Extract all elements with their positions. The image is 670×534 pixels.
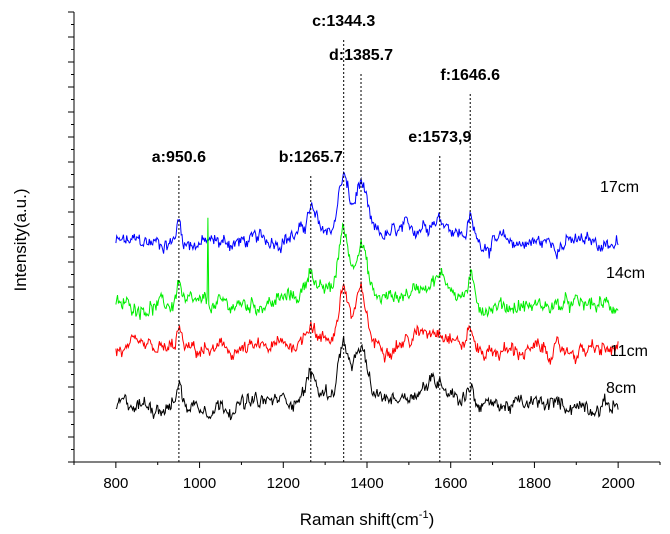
x-tick-label: 1400	[350, 475, 383, 492]
series-layer	[115, 170, 619, 421]
peak-label: b:1265.7	[279, 149, 343, 166]
series-line	[115, 335, 619, 421]
peak-label: f:1646.6	[440, 67, 500, 84]
peak-label: c:1344.3	[312, 13, 375, 30]
series-label: 11cm	[610, 343, 648, 360]
series-line	[115, 217, 619, 320]
x-tick-labels: 800 1000 1200 1400 1600 1800 2000	[103, 475, 634, 492]
peak-label: e:1573,9	[408, 129, 471, 146]
x-tick-label: 800	[103, 475, 128, 492]
series-line	[115, 170, 619, 260]
x-tick-label: 1200	[267, 475, 300, 492]
x-tick-label: 1000	[183, 475, 216, 492]
y-axis-ticks	[68, 11, 74, 463]
peak-guide-lines	[178, 40, 471, 462]
x-tick-label: 1800	[518, 475, 551, 492]
y-axis-title: Intensity(a.u.)	[11, 189, 30, 292]
series-label: 8cm	[606, 380, 636, 397]
series-label: 14cm	[606, 265, 645, 282]
peak-labels: a:950.6 b:1265.7 c:1344.3 d:1385.7 e:1573,9 f…	[152, 13, 500, 166]
peak-label: d:1385.7	[329, 47, 393, 64]
x-axis-ticks	[73, 462, 661, 468]
peak-label: a:950.6	[152, 149, 206, 166]
x-tick-label: 2000	[601, 475, 634, 492]
series-line	[115, 281, 619, 365]
series-label: 17cm	[600, 179, 639, 196]
series-labels: 17cm 14cm 11cm 8cm	[600, 179, 648, 397]
x-tick-label: 1600	[434, 475, 467, 492]
x-axis-title: Raman shift(cm-1)	[300, 509, 434, 529]
